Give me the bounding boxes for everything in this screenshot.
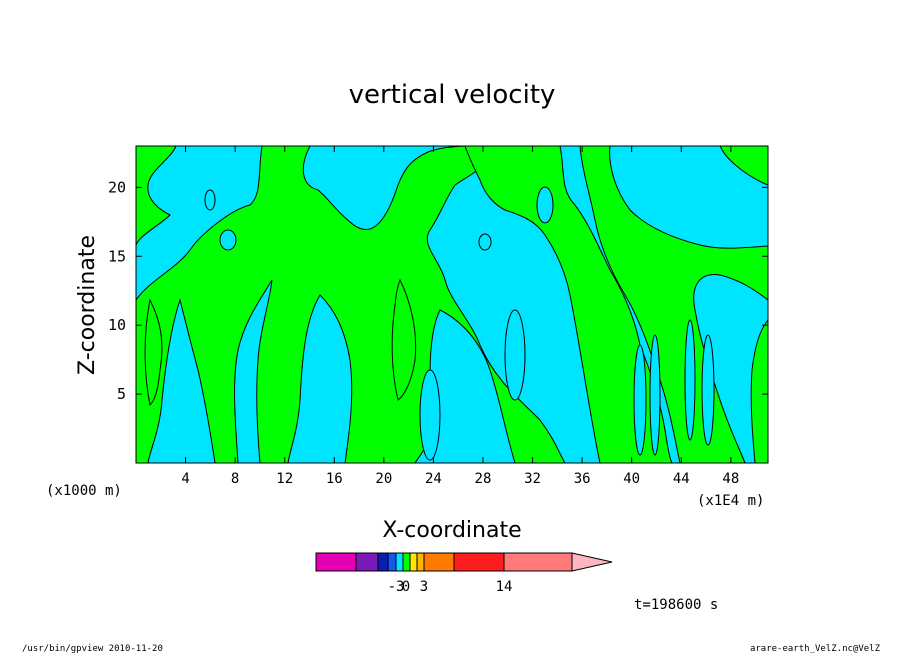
colorbar-segment	[416, 552, 425, 572]
y-axis: 5 10 15 20	[108, 178, 768, 403]
negative-island	[649, 334, 661, 456]
y-tick-label: 10	[108, 316, 126, 334]
y-tick-label: 15	[108, 247, 126, 265]
y-axis-label: Z-coordinate	[75, 235, 100, 375]
x-tick-label: 8	[231, 471, 239, 487]
negative-island	[419, 369, 441, 461]
y-tick-label: 20	[108, 178, 126, 196]
colorbar-label: -3	[388, 579, 405, 595]
x-tick-label: 4	[181, 471, 189, 487]
x-tick-label: 36	[574, 471, 591, 487]
negative-island	[504, 309, 526, 401]
x-tick-label: 20	[375, 471, 392, 487]
positive-region	[750, 319, 768, 463]
positive-velocity-regions	[136, 146, 768, 463]
plot-frame	[135, 145, 769, 464]
colorbar-segment	[402, 552, 411, 572]
colorbar-label: 3	[420, 579, 428, 595]
colorbar-label: 14	[496, 579, 513, 595]
colorbar-segment	[387, 552, 397, 572]
colorbar-segment	[377, 552, 389, 572]
colorbar-segment	[315, 552, 357, 572]
time-label: t=198600 s	[634, 597, 718, 613]
contour-field	[136, 146, 768, 463]
footer-right: arare-earth_VelZ.nc@VelZ	[750, 644, 881, 654]
colorbar-segment	[423, 552, 455, 572]
negative-velocity-islands	[204, 186, 715, 461]
negative-island	[204, 189, 216, 211]
negative-island	[219, 229, 237, 251]
x-tick-label: 12	[276, 471, 293, 487]
x-unit-left: (x1000 m)	[46, 483, 122, 499]
positive-region	[464, 146, 673, 463]
positive-region	[144, 298, 163, 407]
x-axis: 4 8 12 16 20 24 28 32 36 40 44 48	[181, 146, 739, 487]
chart-title: vertical velocity	[349, 80, 556, 110]
colorbar-segment	[409, 552, 418, 572]
colorbar-arrow	[571, 552, 613, 572]
negative-island	[701, 334, 715, 446]
x-tick-label: 24	[425, 471, 442, 487]
positive-region	[136, 146, 177, 246]
positive-region	[136, 146, 566, 463]
x-tick-label: 16	[326, 471, 343, 487]
y-tick-label: 5	[117, 385, 126, 403]
positive-region	[391, 278, 417, 401]
colorbar-segment	[395, 552, 404, 572]
colorbar-segment	[355, 552, 379, 572]
x-axis-label: X-coordinate	[382, 518, 521, 543]
colorbar-segment	[503, 552, 573, 572]
footer-left: /usr/bin/gpview 2010-11-20	[22, 644, 163, 654]
negative-island	[536, 186, 554, 224]
x-tick-label: 40	[623, 471, 640, 487]
colorbar: -30 3 14	[315, 552, 613, 595]
negative-island	[478, 233, 492, 251]
x-tick-label: 32	[524, 471, 541, 487]
x-tick-label: 28	[475, 471, 492, 487]
positive-region	[719, 146, 768, 186]
negative-island	[684, 319, 696, 441]
colorbar-label: 0	[402, 579, 410, 595]
x-tick-label: 44	[673, 471, 690, 487]
x-unit-right: (x1E4 m)	[697, 493, 764, 509]
colorbar-segment	[453, 552, 505, 572]
x-tick-label: 48	[722, 471, 739, 487]
negative-island	[633, 344, 647, 456]
